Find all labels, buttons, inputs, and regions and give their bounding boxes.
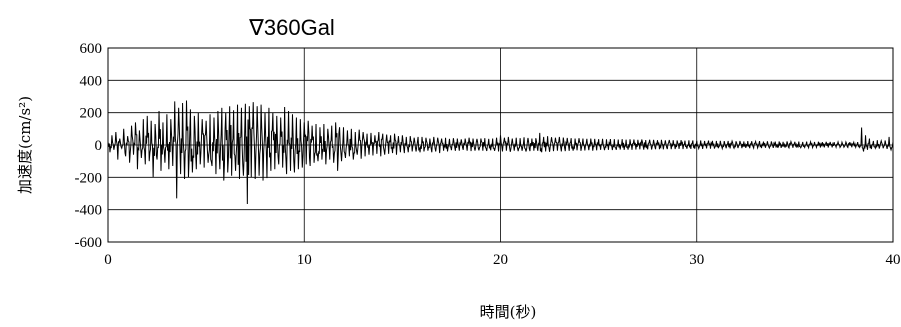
y-axis-label: 加速度(cm/s²) bbox=[16, 96, 34, 194]
y-tick-label: 200 bbox=[80, 106, 103, 122]
y-tick-label: -400 bbox=[75, 203, 103, 219]
y-tick-label: 600 bbox=[80, 41, 103, 57]
y-tick-label: -600 bbox=[75, 235, 103, 251]
chart-title: ∇360Gal bbox=[248, 15, 335, 40]
x-axis-label: 時間(秒) bbox=[480, 303, 537, 321]
title-backdrop bbox=[212, 18, 372, 46]
x-tick-label: 20 bbox=[493, 252, 508, 268]
x-tick-label: 30 bbox=[689, 252, 704, 268]
y-tick-label: 400 bbox=[80, 73, 103, 89]
y-tick-label: 0 bbox=[95, 138, 103, 154]
x-tick-label: 0 bbox=[104, 252, 112, 268]
x-tick-label: 40 bbox=[886, 252, 901, 268]
plot-frame bbox=[107, 47, 894, 243]
acceleration-series-line bbox=[107, 100, 894, 205]
y-tick-label: -200 bbox=[75, 170, 103, 186]
x-tick-label: 10 bbox=[297, 252, 312, 268]
